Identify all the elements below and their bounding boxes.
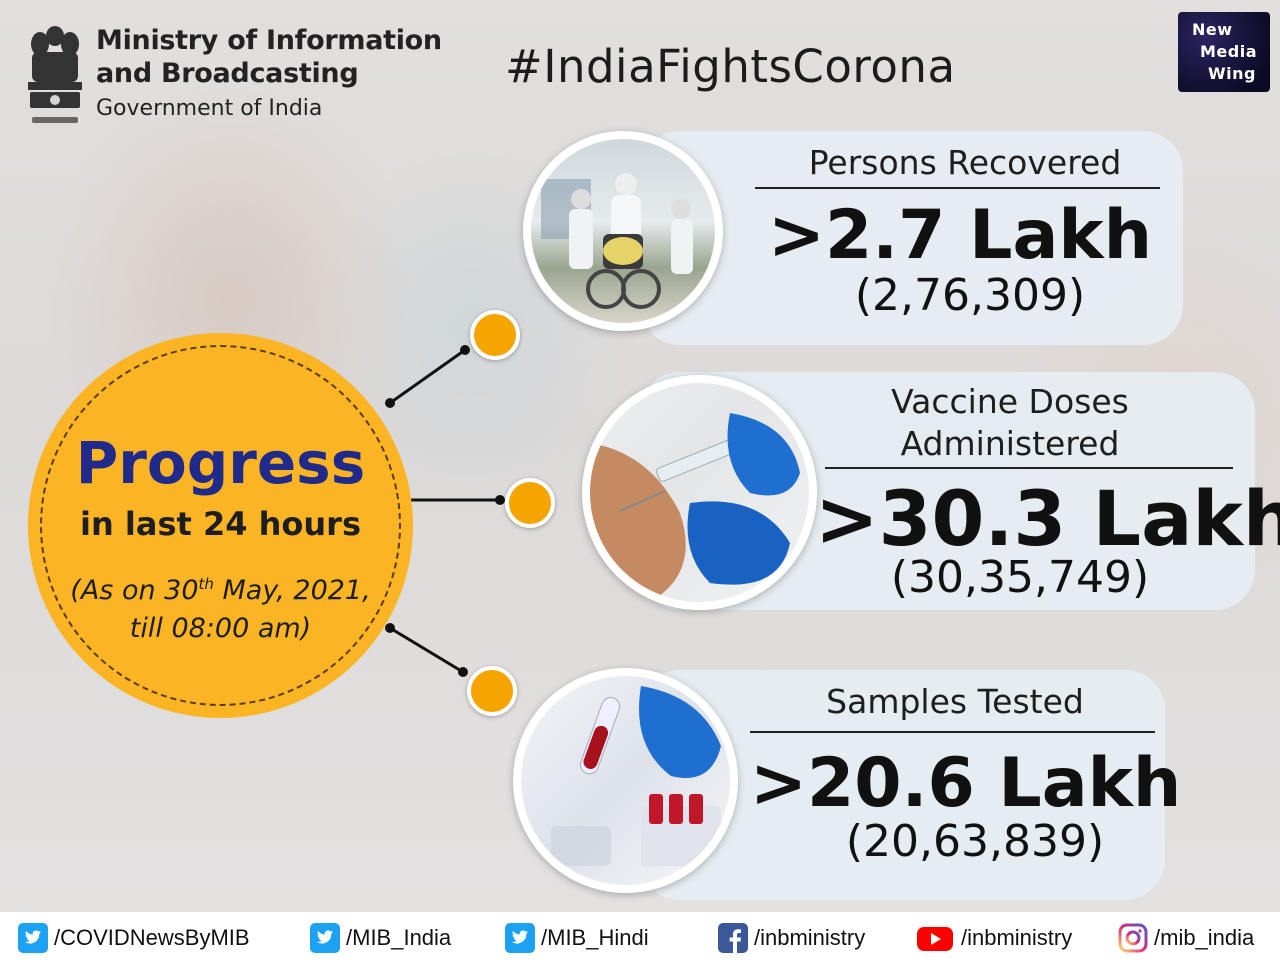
recovered-title: Persons Recovered	[808, 143, 1122, 182]
recovered-value: >2.7 Lakh	[768, 196, 1152, 275]
progress-note: (As on 30th May, 2021, till 08:00 am)	[28, 565, 413, 648]
twitter-covid-link[interactable]: /COVIDNewsByMIB	[18, 923, 250, 953]
progress-subtitle: in last 24 hours	[80, 505, 361, 543]
vaccine-photo	[582, 375, 817, 610]
twitter-covid-handle: /COVIDNewsByMIB	[54, 925, 250, 950]
recovered-dot	[470, 310, 520, 360]
ministry-line-2: and Broadcasting	[96, 58, 359, 89]
twitter-icon	[18, 923, 48, 953]
vaccine-title-1: Vaccine Doses	[891, 382, 1129, 421]
instagram-handle: /mib_india	[1154, 925, 1255, 950]
vaccine-dot	[505, 478, 555, 528]
recovered-panel	[640, 131, 1183, 345]
vaccine-value: >30.3 Lakh	[815, 474, 1280, 563]
wheelchair-patient-icon	[541, 173, 693, 309]
social-footer: /COVIDNewsByMIB /MIB_India /MIB_Hindi /i…	[0, 912, 1280, 963]
instagram-icon	[1118, 923, 1148, 953]
recovered-rule	[755, 187, 1160, 189]
vaccine-rule	[825, 467, 1233, 469]
progress-circle: Progress in last 24 hours (As on 30th Ma…	[28, 333, 413, 718]
note-sup: th	[198, 575, 214, 593]
test-tube-icon	[551, 686, 721, 866]
tested-photo	[513, 668, 738, 893]
facebook-handle: /inbministry	[754, 925, 866, 950]
twitter-hindi-link[interactable]: /MIB_Hindi	[505, 923, 649, 953]
ministry-line-1: Ministry of Information	[96, 25, 442, 56]
twitter-mib-handle: /MIB_India	[346, 925, 452, 950]
ministry-title: Ministry of Information and Broadcasting…	[96, 24, 442, 121]
tested-dot	[467, 666, 517, 716]
progress-title: Progress	[75, 429, 366, 497]
twitter-icon	[310, 923, 340, 953]
badge-line-2: Media	[1200, 42, 1258, 61]
note-prefix: (As on 30	[70, 575, 199, 606]
instagram-link[interactable]: /mib_india	[1118, 923, 1254, 953]
new-media-wing-logo: New Media Wing	[1178, 12, 1270, 92]
national-emblem-icon	[28, 26, 82, 123]
youtube-link[interactable]: /inbministry	[915, 923, 1072, 953]
badge-line-1: New	[1192, 20, 1233, 39]
hashtag-title: #IndiaFightsCorona	[505, 40, 956, 93]
youtube-handle: /inbministry	[961, 925, 1073, 950]
government-label: Government of India	[96, 96, 323, 121]
youtube-icon	[917, 927, 953, 951]
badge-line-3: Wing	[1208, 64, 1256, 83]
twitter-icon	[505, 923, 535, 953]
note-line-2: till 08:00 am)	[129, 613, 312, 644]
facebook-icon	[718, 923, 748, 953]
tested-rule	[750, 731, 1155, 733]
tested-title: Samples Tested	[826, 682, 1084, 721]
twitter-hindi-handle: /MIB_Hindi	[541, 925, 649, 950]
recovered-photo	[523, 131, 723, 331]
twitter-mib-link[interactable]: /MIB_India	[310, 923, 451, 953]
recovered-exact: (2,76,309)	[854, 270, 1086, 321]
vaccine-exact: (30,35,749)	[890, 552, 1150, 603]
note-suffix: May, 2021,	[213, 575, 371, 606]
facebook-link[interactable]: /inbministry	[718, 923, 865, 953]
tested-exact: (20,63,839)	[845, 816, 1105, 867]
tested-value: >20.6 Lakh	[750, 744, 1182, 823]
vaccine-title-2: Administered	[900, 424, 1120, 463]
